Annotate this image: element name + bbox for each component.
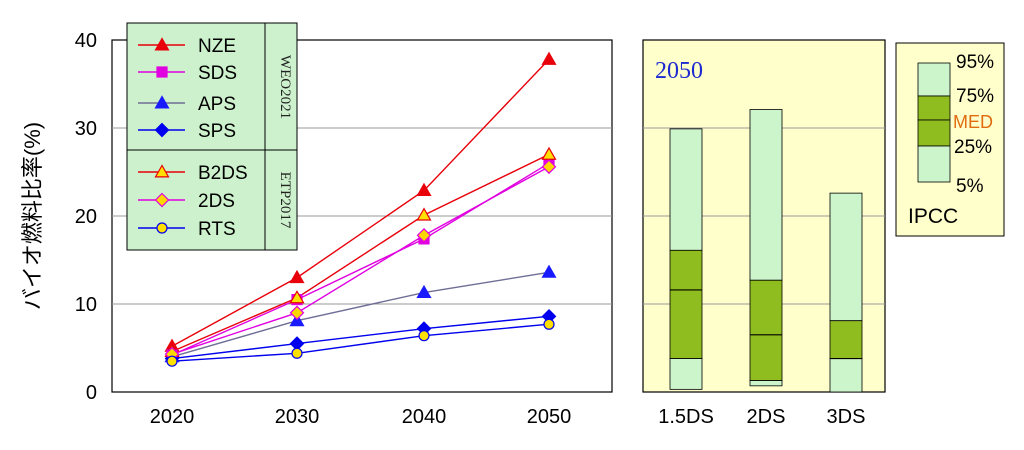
series-line-aps: [171, 271, 550, 358]
bar-lower-15ds: [669, 358, 703, 390]
legend-label-aps: APS: [198, 94, 236, 115]
range-x-tick-label: 1.5DS: [658, 406, 714, 428]
left-y-tick-labels: 0 10 20 30 40: [75, 30, 97, 404]
ipcc-swatch-q1: [917, 119, 951, 147]
legend-marker-2ds: [154, 192, 170, 208]
legend-label-b2ds: B2DS: [198, 163, 248, 184]
legend-marker-rts: [156, 222, 168, 234]
ipcc-legend-title: IPCC: [908, 205, 958, 228]
line-series-group: [164, 51, 557, 367]
ipcc-swatch-q3: [917, 95, 951, 121]
series-line-sps: [171, 315, 550, 360]
ipcc-swatch-upper: [917, 62, 951, 97]
y-tick-label: 0: [86, 382, 97, 404]
point-rts: [291, 347, 303, 359]
bar-lower-3ds: [829, 358, 863, 393]
legend-marker-aps: [154, 95, 170, 109]
point-2ds: [541, 159, 557, 175]
bar-iqr-15ds: [669, 249, 703, 359]
bar-upper-2ds: [749, 109, 783, 281]
point-aps: [541, 264, 557, 278]
point-rts: [166, 355, 178, 367]
line-legend: NZE SDS APS SPS B2DS 2DS RTS WEO2021 ETP2017: [126, 22, 298, 251]
range-chart-title: 2050: [655, 58, 703, 84]
ipcc-label-75: 75%: [956, 86, 994, 107]
point-nze: [416, 182, 432, 196]
bar-upper-15ds: [669, 128, 703, 251]
legend-label-sds: SDS: [198, 63, 237, 84]
x-tick-label: 2050: [527, 406, 572, 428]
left-x-tick-labels: 2020 2030 2040 2050: [150, 406, 572, 428]
legend-group-label-weo: WEO2021: [277, 55, 293, 119]
ipcc-label-25: 25%: [954, 137, 992, 158]
y-tick-label: 20: [75, 206, 97, 228]
point-rts: [543, 318, 555, 330]
legend-label-2ds: 2DS: [198, 191, 235, 212]
series-line-2ds: [171, 166, 550, 355]
bar-iqr-3ds: [829, 320, 863, 359]
point-rts: [418, 330, 430, 342]
point-2ds: [416, 228, 432, 243]
legend-group-label-etp: ETP2017: [277, 172, 293, 229]
legend-marker-b2ds: [154, 164, 170, 178]
point-b2ds: [289, 290, 305, 304]
bar-lower-2ds: [749, 380, 783, 387]
legend-entries: NZE SDS APS SPS B2DS 2DS RTS: [138, 36, 248, 240]
range-x-tick-label: 2DS: [747, 406, 786, 428]
point-b2ds: [416, 207, 432, 221]
ipcc-label-95: 95%: [956, 52, 994, 73]
series-line-b2ds: [171, 153, 550, 353]
x-tick-label: 2030: [275, 406, 320, 428]
y-axis-label: バイオ燃料比率(%): [20, 122, 45, 310]
y-tick-label: 10: [75, 294, 97, 316]
legend-label-sps: SPS: [198, 121, 236, 142]
series-line-rts: [171, 323, 550, 362]
y-tick-label: 40: [75, 30, 97, 52]
point-2ds: [289, 305, 305, 321]
legend-box: [126, 22, 298, 251]
legend-marker-nze: [154, 37, 170, 51]
legend-label-rts: RTS: [198, 219, 236, 240]
right-x-tick-labels: 1.5DS 2DS 3DS: [658, 406, 865, 428]
range-bars-group: [669, 109, 863, 393]
ipcc-label-med: MED: [953, 112, 993, 132]
legend-marker-sds: [156, 66, 168, 78]
point-aps: [416, 284, 432, 299]
point-nze: [289, 269, 305, 284]
ipcc-label-5: 5%: [956, 176, 984, 197]
point-nze: [541, 51, 557, 65]
bar-iqr-2ds: [749, 279, 783, 381]
range-x-tick-label: 3DS: [827, 406, 866, 428]
y-tick-label: 30: [75, 118, 97, 140]
legend-marker-sps: [154, 122, 170, 138]
legend-label-nze: NZE: [198, 36, 236, 57]
x-tick-label: 2040: [402, 406, 447, 428]
series-line-nze: [171, 58, 550, 347]
x-tick-label: 2020: [150, 406, 195, 428]
bar-upper-3ds: [829, 192, 863, 322]
ipcc-legend: 95% 75% MED 25% 5% IPCC: [895, 42, 1005, 237]
point-b2ds: [541, 146, 557, 160]
ipcc-swatch-lower: [917, 145, 951, 183]
